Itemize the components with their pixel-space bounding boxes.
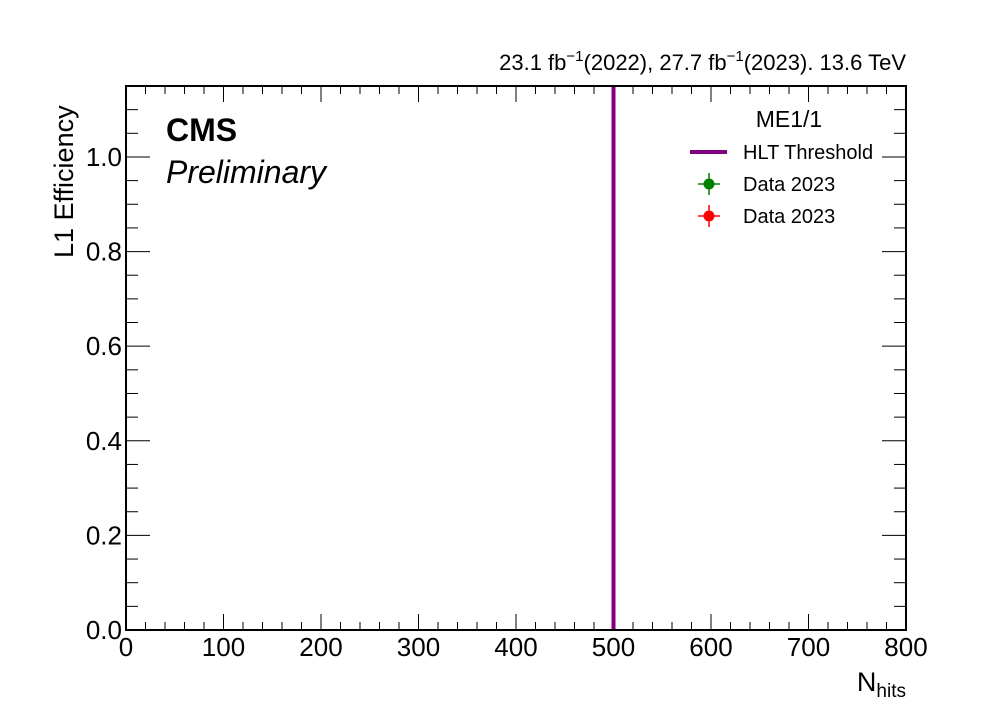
x-tick-label: 100 [202, 632, 245, 662]
status-label: Preliminary [166, 154, 328, 190]
y-tick-label: 1.0 [86, 142, 122, 172]
legend: ME1/1 HLT Threshold Data 2023 Data 2023 [690, 106, 873, 228]
y-tick-labels: 0.0 0.2 0.4 0.6 0.8 1.0 [86, 142, 122, 645]
y-tick-label: 0.4 [86, 426, 122, 456]
legend-title: ME1/1 [756, 106, 822, 132]
legend-marker [703, 210, 715, 222]
legend-label: Data 2023 [743, 174, 835, 196]
x-tick-labels: 0 100 200 300 400 500 600 700 800 [119, 632, 928, 662]
y-tick-label: 0.8 [86, 237, 122, 267]
y-tick-label: 0.6 [86, 331, 122, 361]
x-tick-label: 600 [689, 632, 732, 662]
x-tick-label: 0 [119, 632, 133, 662]
plot-frame [125, 85, 907, 631]
x-tick-label: 800 [884, 632, 927, 662]
legend-marker [703, 178, 715, 190]
y-axis-title: L1 Efficiency [49, 105, 79, 258]
x-tick-label: 400 [494, 632, 537, 662]
x-axis-title: Nhits [857, 667, 906, 702]
y-tick-label: 0.2 [86, 520, 122, 550]
lumi-label: 23.1 fb−1(2022), 27.7 fb−1(2023). 13.6 T… [499, 48, 906, 75]
y-tick-label: 0.0 [86, 615, 122, 645]
experiment-label: CMS [166, 112, 237, 148]
legend-label: HLT Threshold [743, 142, 873, 164]
x-tick-label: 700 [787, 632, 830, 662]
x-tick-label: 300 [397, 632, 440, 662]
x-tick-label: 200 [299, 632, 342, 662]
x-tick-label: 500 [592, 632, 635, 662]
legend-label: Data 2023 [743, 206, 835, 228]
